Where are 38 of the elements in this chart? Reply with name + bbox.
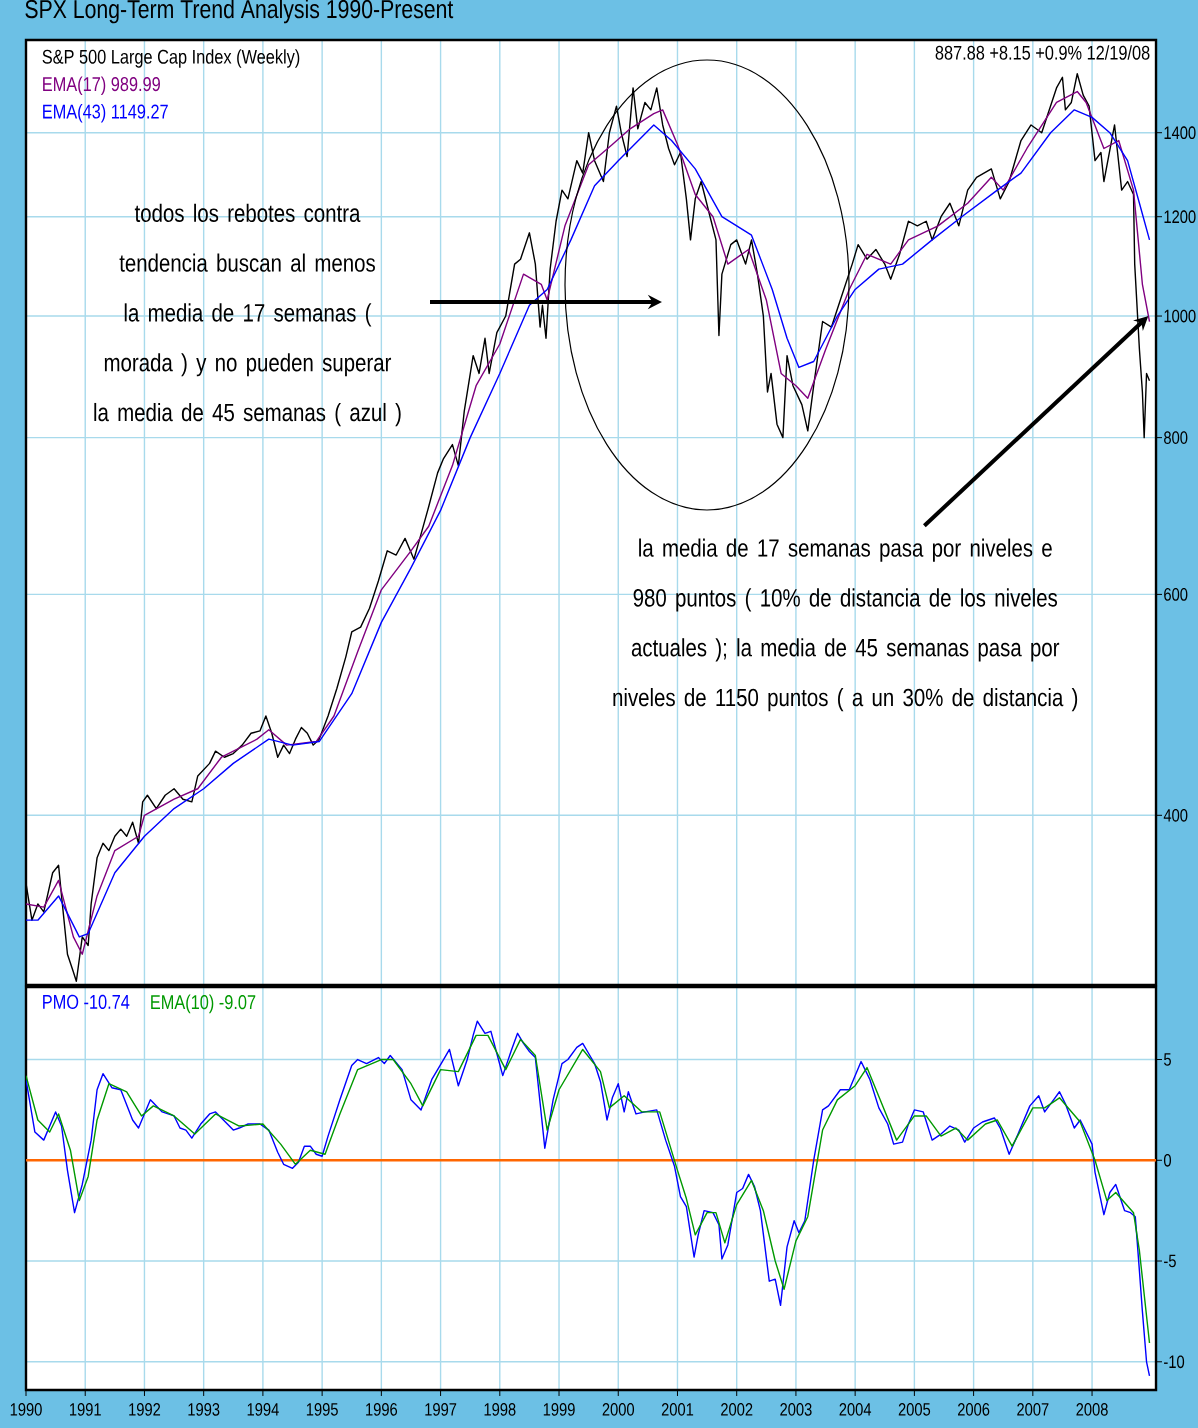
- x-tick-label: 1992: [129, 1403, 161, 1416]
- text: EMA(17) 989.99: [43, 76, 160, 96]
- x-tick-label: 1996: [366, 1403, 398, 1416]
- annotation: la media de 17 semanas pasa por niveles e 980 puntos ( 10% de distancia de los niveles actuales ); la media de 45 semanas pasa por niveles de 1150 puntos ( a un 30% de distancia ): [613, 538, 1078, 712]
- y-tick-label: 0: [1163, 1153, 1172, 1167]
- x-tick-label: 2004: [839, 1403, 872, 1416]
- annotation: 887.88 +8.15 +0.9% 12/19/08: [935, 45, 1150, 60]
- x-tick-label: 2005: [898, 1403, 931, 1416]
- y-tick-label: 1000: [1164, 309, 1196, 323]
- text: PMO -10.74: [43, 994, 130, 1009]
- x-tick-label: 2003: [780, 1403, 812, 1416]
- y-tick-label: 400: [1163, 808, 1188, 822]
- y-tick-label: 600: [1164, 588, 1188, 601]
- y-tick-label: 1200: [1164, 210, 1196, 224]
- x-tick-label: 2006: [958, 1403, 990, 1416]
- x-tick-label: 1999: [543, 1403, 575, 1416]
- y-tick-label: 5: [1164, 1053, 1171, 1066]
- x-tick-label: 2007: [1017, 1403, 1049, 1416]
- x-tick-label: 1993: [188, 1403, 220, 1416]
- x-tick-label: 1995: [306, 1403, 338, 1416]
- x-tick-label: 2008: [1076, 1403, 1108, 1416]
- x-tick-label: 1991: [69, 1403, 101, 1416]
- x-tick-label: 2002: [721, 1403, 753, 1416]
- y-tick-label: -5: [1164, 1254, 1176, 1268]
- y-tick-label: 1400: [1164, 126, 1196, 140]
- text: S&P 500 Large Cap Index (Weekly): [42, 49, 300, 68]
- y-tick-label: 800: [1164, 431, 1188, 444]
- x-tick-label: 1994: [247, 1403, 279, 1416]
- x-tick-label: 1998: [484, 1403, 516, 1416]
- x-tick-label: 2000: [602, 1403, 635, 1416]
- x-tick-label: 1997: [425, 1403, 457, 1416]
- x-tick-label: 2001: [661, 1403, 694, 1416]
- text: EMA(10) -9.07: [151, 994, 256, 1014]
- chart-title: SPX Long-Term Trend Analysis 1990-Present: [25, 0, 454, 24]
- text: EMA(43) 1149.27: [43, 103, 168, 123]
- x-tick-label: 1990: [10, 1403, 42, 1416]
- text: todos los rebotes contra tendencia buscan al menos la media de 17 semanas ( morada ) y no pueden superar la media de 45 semanas ( azul ): [94, 203, 401, 427]
- y-tick-label: -10: [1164, 1355, 1185, 1369]
